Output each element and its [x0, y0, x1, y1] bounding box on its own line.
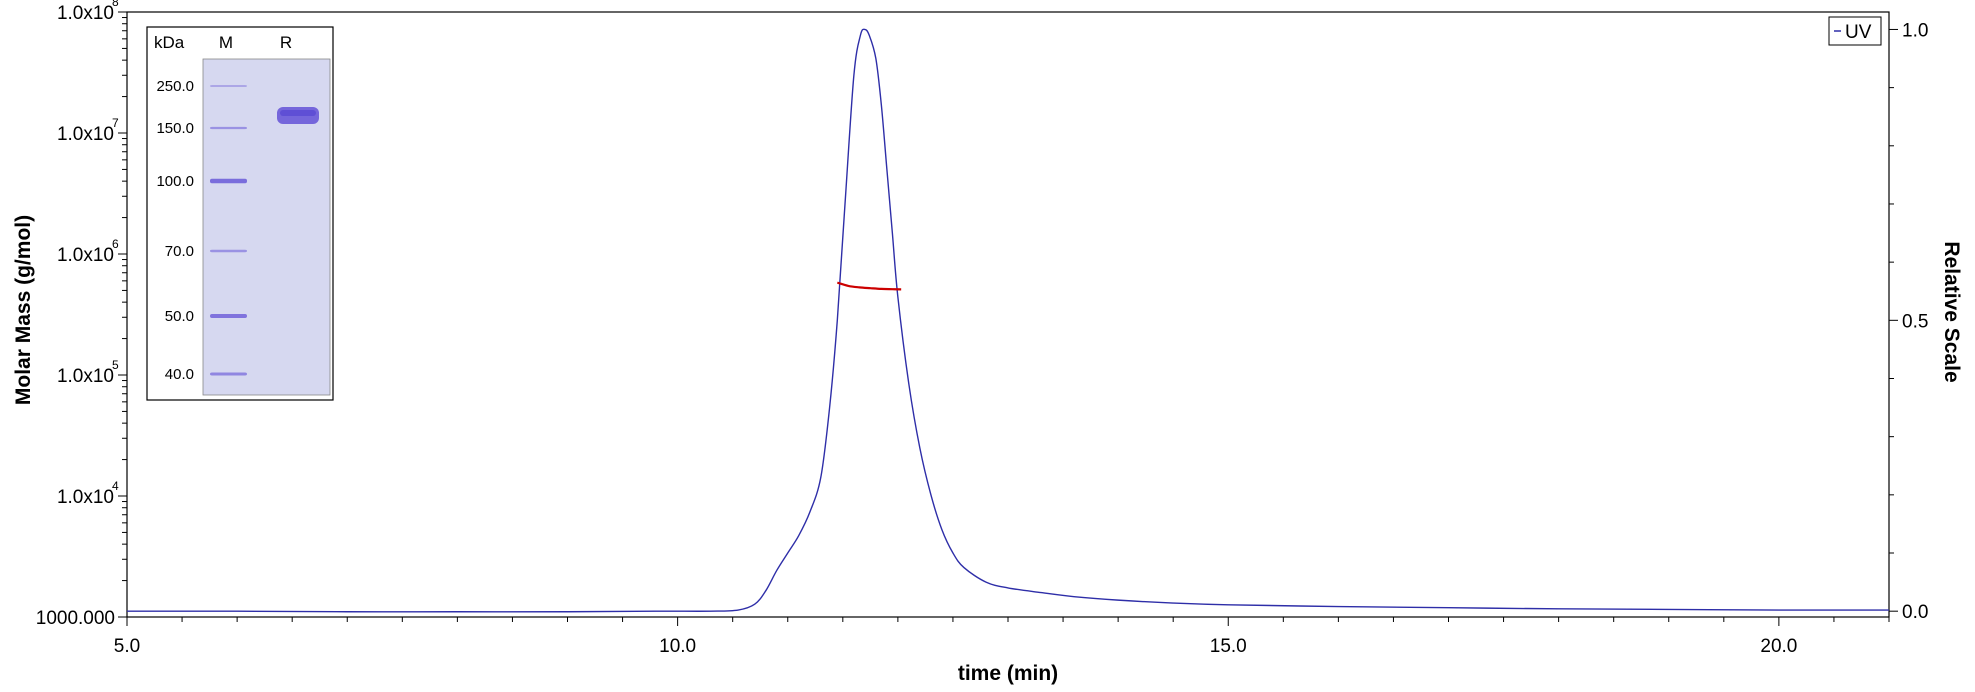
- gel-marker-band: [210, 314, 247, 318]
- gel-header-r: R: [280, 33, 292, 52]
- y-left-tick-exponent: 8: [112, 0, 119, 9]
- y-right-tick-label: 1.0: [1902, 20, 1928, 41]
- y-left-tick-label: 1000.000: [36, 608, 115, 629]
- uv-series: [126, 28, 1890, 613]
- y-right-axis-title: Relative Scale: [1940, 241, 1963, 382]
- x-axis-title: time (min): [958, 662, 1058, 685]
- legend-label-uv: UV: [1845, 22, 1872, 43]
- y-left-tick-label: 1.0x10: [57, 366, 114, 387]
- x-tick-label: 5.0: [114, 636, 140, 657]
- gel-marker-band: [210, 85, 247, 87]
- gel-inset: kDa M R 250.0 150.0 100.0 70.0 50.0 40.0: [146, 26, 334, 401]
- series-layer: [126, 28, 1890, 613]
- x-tick-label: 20.0: [1760, 636, 1797, 657]
- gel-marker-label: 70.0: [165, 243, 194, 260]
- plot-frame: [126, 11, 1890, 618]
- y-left-axis: 1000.0001.0x1041.0x1051.0x1061.0x1071.0x…: [36, 0, 127, 629]
- y-left-axis-title: Molar Mass (g/mol): [12, 215, 35, 405]
- gel-marker-band: [210, 126, 247, 130]
- y-left-tick-exponent: 4: [112, 479, 119, 493]
- y-left-tick-label: 1.0x10: [57, 124, 114, 145]
- gel-marker-band: [210, 372, 247, 376]
- x-tick-label: 15.0: [1210, 636, 1247, 657]
- y-left-tick-exponent: 5: [112, 358, 119, 372]
- gel-marker-band: [210, 178, 247, 184]
- y-left-tick-exponent: 7: [112, 116, 119, 130]
- gel-sample-band-core: [280, 110, 316, 116]
- legend: UV: [1828, 16, 1882, 46]
- y-right-tick-label: 0.5: [1902, 311, 1928, 332]
- x-tick-label: 10.0: [659, 636, 696, 657]
- y-left-tick-label: 1.0x10: [57, 245, 114, 266]
- y-left-tick-label: 1.0x10: [57, 487, 114, 508]
- gel-marker-label: 40.0: [165, 366, 194, 383]
- x-axis: 5.0 10.0 15.0 20.0: [114, 617, 1890, 657]
- gel-marker-band: [210, 249, 247, 253]
- gel-header-m: M: [219, 33, 233, 52]
- y-left-tick-label: 1.0x10: [57, 3, 114, 24]
- gel-marker-label: 150.0: [156, 120, 194, 137]
- gel-marker-label: 250.0: [156, 78, 194, 95]
- gel-marker-label: 50.0: [165, 308, 194, 325]
- gel-header-kda: kDa: [154, 33, 185, 52]
- gel-marker-label: 100.0: [156, 173, 194, 190]
- y-right-axis: 0.0 0.5 1.0: [1889, 20, 1928, 623]
- molar-mass-series: [836, 281, 902, 291]
- y-right-tick-label: 0.0: [1902, 602, 1928, 623]
- y-left-tick-exponent: 6: [112, 237, 119, 251]
